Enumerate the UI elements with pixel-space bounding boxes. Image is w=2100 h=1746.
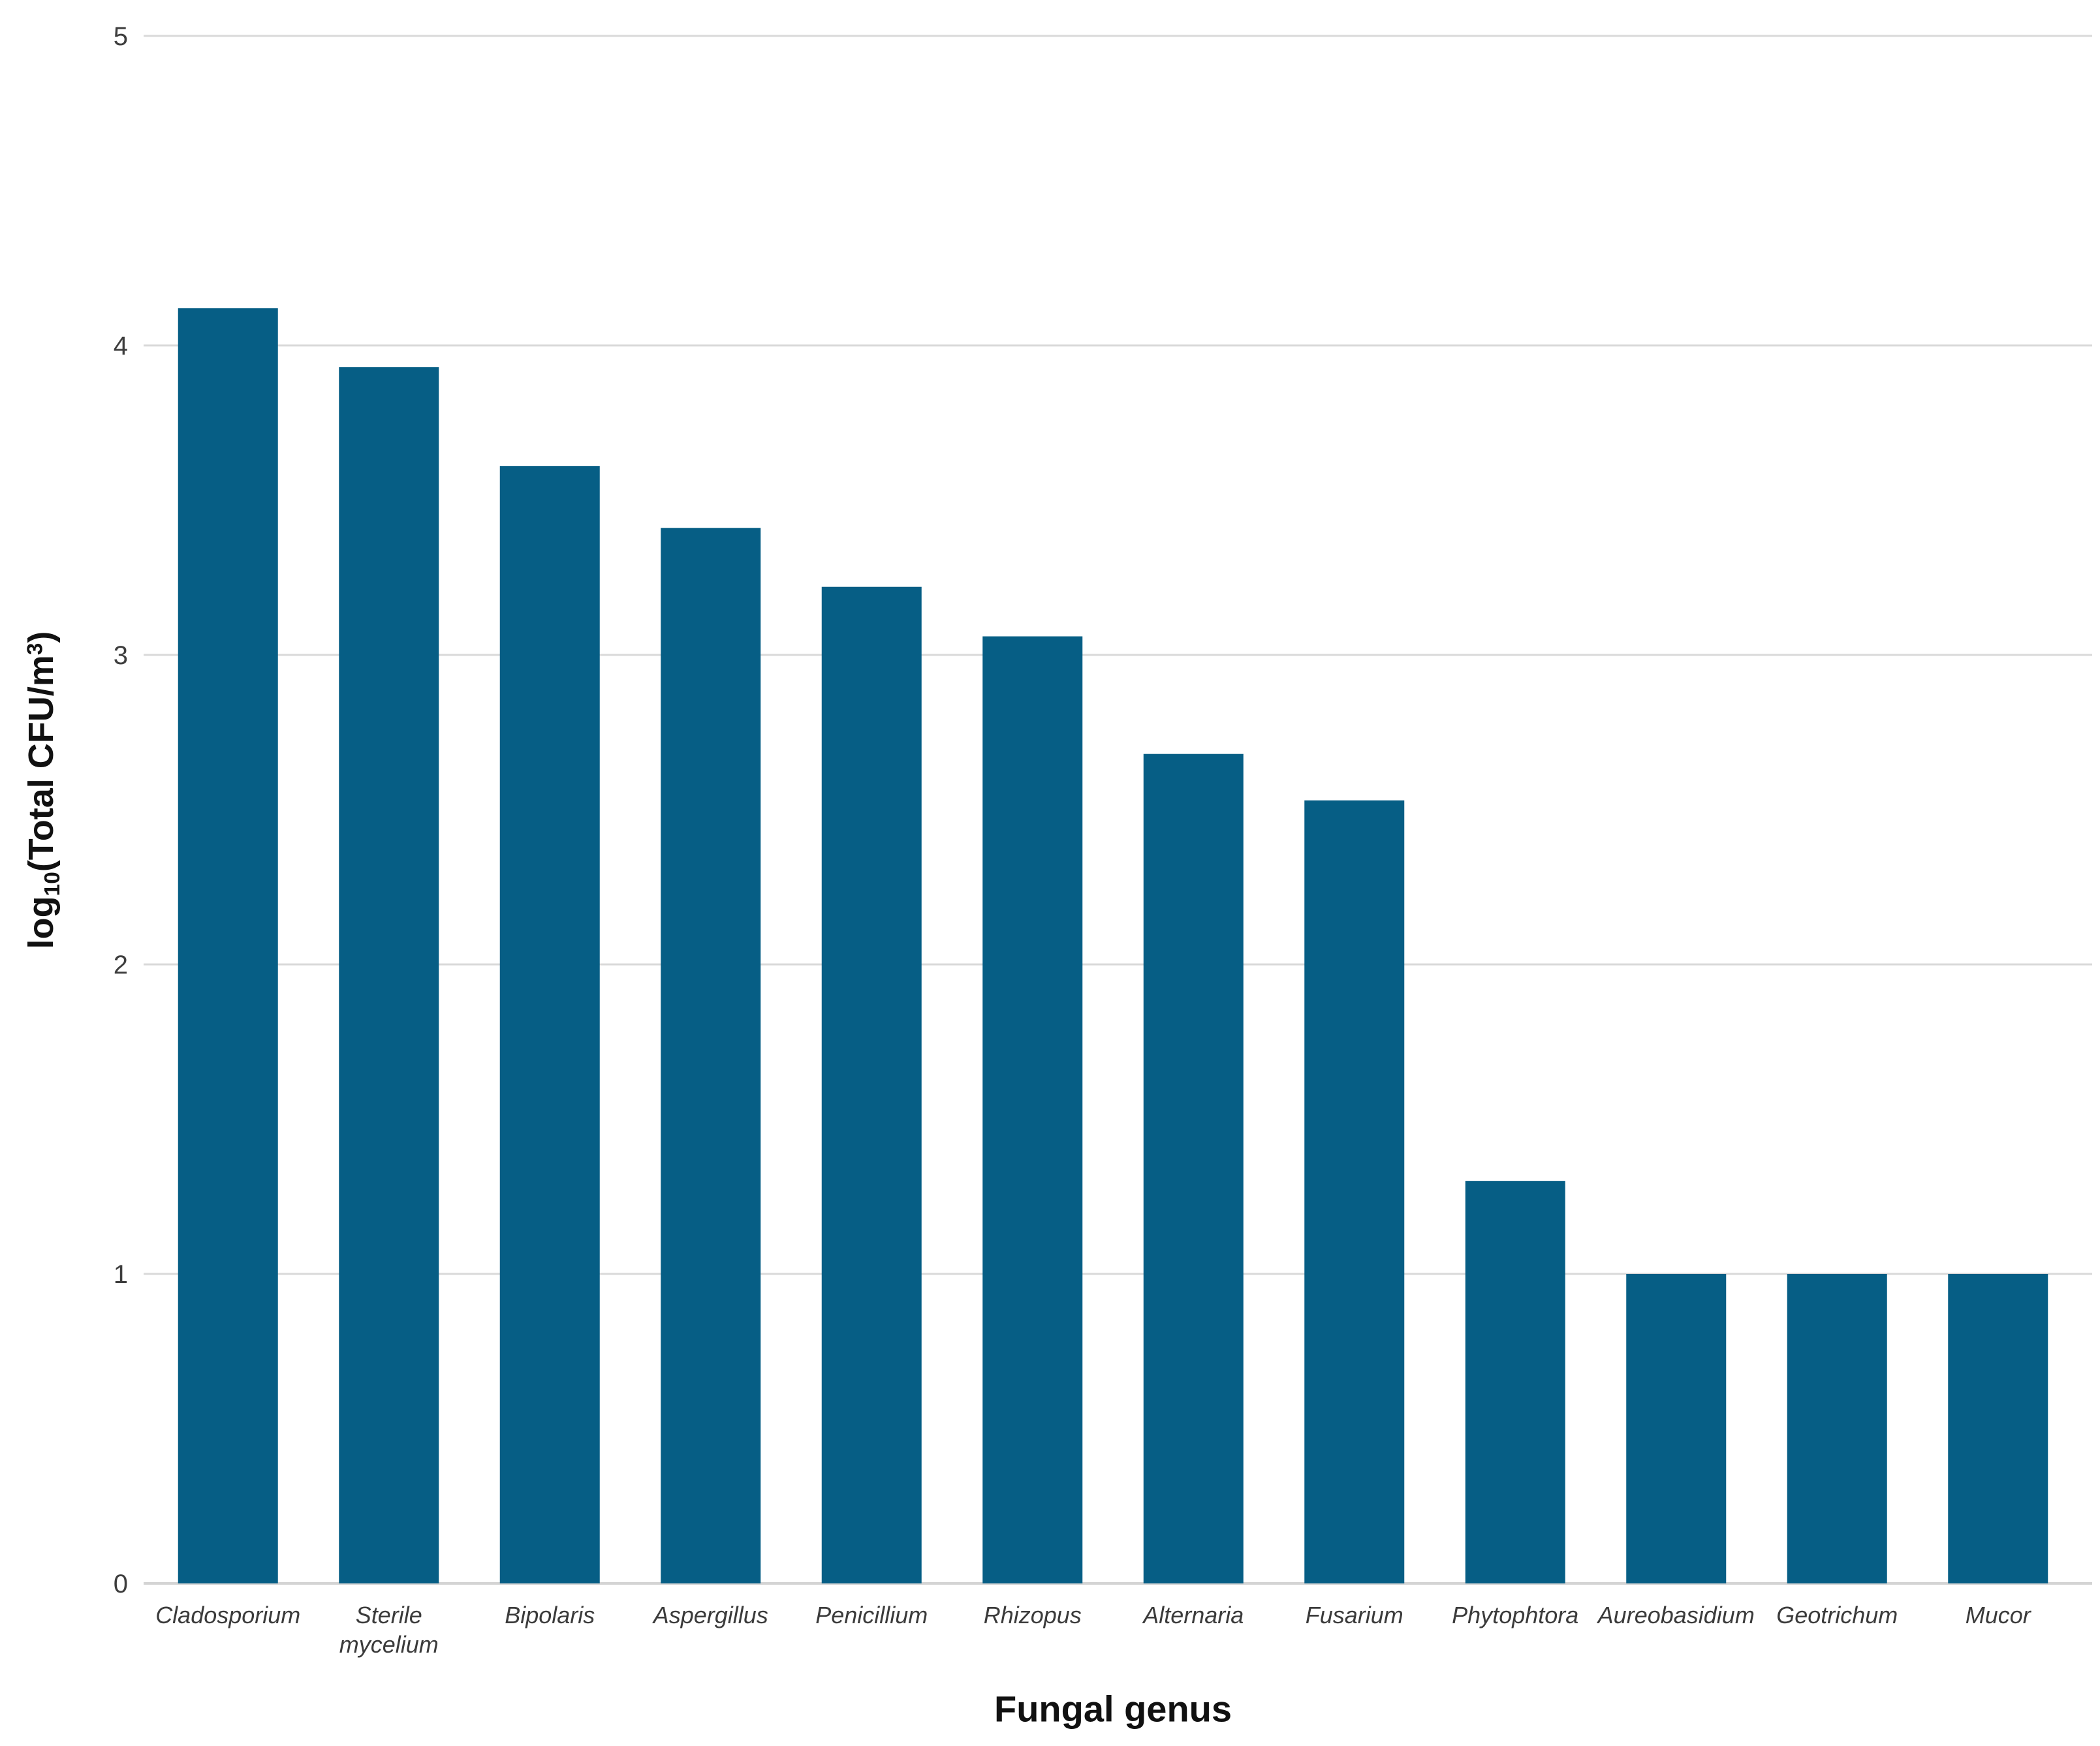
bar-bipolaris	[499, 466, 600, 1583]
bar-sterile-mycelium	[339, 367, 439, 1584]
y-axis-title-part: 10	[40, 872, 65, 897]
x-category-label: Aureobasidium	[1597, 1602, 1755, 1628]
x-category-label: Penicillium	[815, 1602, 928, 1628]
bar-cladosporium	[178, 308, 278, 1583]
y-axis-title-part: (Total CFU/m	[21, 655, 61, 872]
y-tick-label: 4	[114, 332, 128, 360]
bar-rhizopus	[982, 636, 1083, 1583]
x-axis-title: Fungal genus	[994, 1688, 1232, 1730]
x-category-label: Cladosporium	[155, 1602, 300, 1628]
x-category-label: Geotrichum	[1776, 1602, 1898, 1628]
x-category-label: Phytophtora	[1452, 1602, 1578, 1628]
bar-penicillium	[821, 586, 922, 1583]
bar-aureobasidium	[1626, 1274, 1727, 1583]
x-category-label: Fusarium	[1306, 1602, 1403, 1628]
bar-alternaria	[1143, 754, 1244, 1583]
bar-fusarium	[1304, 800, 1405, 1583]
y-axis-title: log10(Total CFU/m3)	[21, 631, 65, 949]
gridlines	[144, 35, 2092, 1585]
bar-aspergillus	[661, 528, 761, 1584]
bar-mucor	[1948, 1274, 2048, 1583]
y-axis-title-part: 3	[23, 643, 48, 656]
y-tick-label: 5	[114, 22, 128, 51]
x-category-label: Alternaria	[1142, 1602, 1244, 1628]
y-tick-label: 3	[114, 641, 128, 670]
x-category-label: Aspergillus	[652, 1602, 768, 1628]
x-category-label: Sterile mycelium	[339, 1602, 439, 1658]
bar-geotrichum	[1787, 1274, 1887, 1583]
x-category-labels: Cladosporium Sterile mycelium Bipolaris Aspe…	[155, 1602, 2032, 1658]
y-axis-title-part: log	[21, 896, 61, 949]
y-axis-title-part: )	[21, 631, 61, 643]
bar-phytophtora	[1465, 1181, 1565, 1583]
x-category-label: Bipolaris	[505, 1602, 595, 1628]
bars	[178, 308, 2048, 1584]
y-tick-label: 0	[114, 1570, 128, 1598]
y-tick-label: 2	[114, 951, 128, 979]
y-tick-labels: 0 1 2 3 4 5	[114, 22, 128, 1598]
x-category-label: Mucor	[1966, 1602, 2032, 1628]
y-tick-label: 1	[114, 1260, 128, 1289]
x-category-label: Rhizopus	[984, 1602, 1082, 1628]
